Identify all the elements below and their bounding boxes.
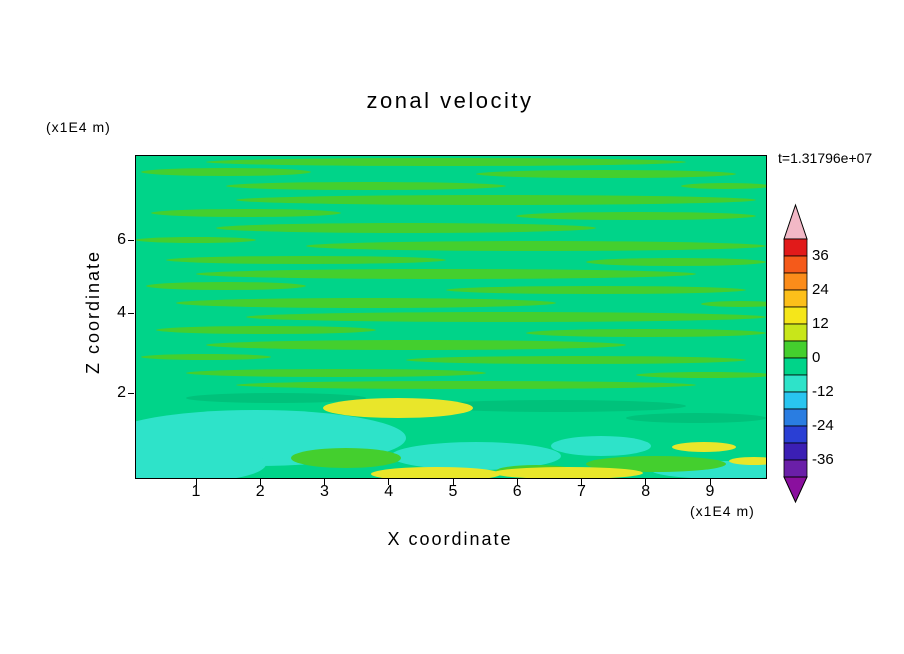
colorbar-segment	[783, 442, 808, 461]
x-tick-label: 1	[191, 483, 201, 500]
contour-field	[136, 156, 766, 478]
colorbar-tick-label: -36	[812, 451, 834, 468]
colorbar-tick-label: 36	[812, 247, 829, 264]
colorbar-tick-label: 12	[812, 315, 829, 332]
colorbar	[783, 203, 808, 504]
colorbar-segment	[783, 289, 808, 308]
colorbar-segment	[783, 459, 808, 478]
x-tick-mark	[324, 479, 325, 485]
x-tick-mark	[709, 479, 711, 485]
colorbar-tick-label: -12	[812, 383, 834, 400]
x-tick-label: 3	[320, 483, 329, 500]
x-tick-mark	[581, 479, 582, 485]
plot-area	[135, 155, 767, 479]
colorbar-over-arrow	[783, 203, 808, 240]
colorbar-tick-label: 24	[812, 281, 829, 298]
colorbar-segment	[783, 255, 808, 274]
time-annotation: t=1.31796e+07	[778, 150, 873, 166]
colorbar-segment	[783, 425, 808, 444]
y-axis-unit-label: (x1E4 m)	[46, 119, 111, 135]
x-tick-mark	[195, 479, 197, 485]
x-tick-mark	[388, 479, 390, 485]
x-tick-label: 7	[577, 483, 586, 500]
colorbar-segment	[783, 391, 808, 410]
x-tick-label: 8	[641, 483, 651, 500]
colorbar-segment	[783, 374, 808, 393]
x-tick-label: 5	[448, 483, 458, 500]
y-tick-label: 4	[117, 304, 126, 321]
x-tick-label: 6	[512, 483, 522, 500]
x-tick-label: 2	[255, 483, 265, 500]
y-tick-label: 2	[117, 384, 126, 401]
colorbar-segment	[783, 306, 808, 325]
colorbar-segment	[783, 323, 808, 342]
y-tick-mark	[128, 392, 134, 394]
y-tick-label: 6	[117, 231, 126, 248]
colorbar-segment	[783, 340, 808, 359]
colorbar-under-arrow	[783, 476, 808, 504]
x-axis-unit-label: (x1E4 m)	[690, 503, 755, 519]
y-tick-mark	[128, 239, 134, 241]
colorbar-tick-label: 0	[812, 349, 821, 366]
colorbar-segment	[783, 357, 808, 376]
colorbar-segment	[783, 238, 808, 257]
x-tick-mark	[259, 479, 261, 485]
x-tick-mark	[645, 479, 647, 485]
colorbar-tick-label: -24	[812, 417, 834, 434]
y-tick-mark	[128, 312, 134, 314]
plot-title: zonal velocity	[366, 88, 534, 113]
colorbar-segments	[783, 238, 808, 478]
x-tick-mark	[452, 479, 454, 485]
colorbar-segment	[783, 272, 808, 291]
x-tick-label: 4	[384, 483, 394, 500]
x-tick-label: 9	[705, 483, 715, 500]
x-tick-mark	[516, 479, 518, 485]
x-axis-label: X coordinate	[387, 529, 513, 549]
colorbar-segment	[783, 408, 808, 427]
